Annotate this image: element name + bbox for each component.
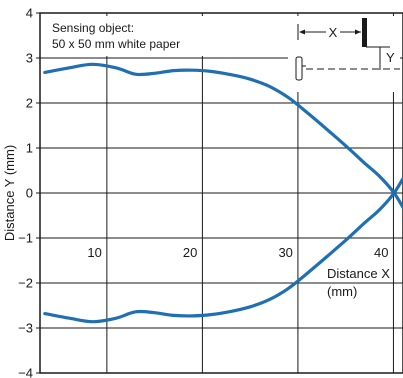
- y-tick-label: −2: [18, 276, 33, 291]
- x-tick-label: 40: [374, 245, 388, 260]
- x-axis-label: Distance X: [327, 266, 390, 281]
- x-tick-label: 20: [183, 245, 197, 260]
- sensor-icon: [295, 56, 303, 81]
- annotation-background: [46, 16, 244, 56]
- sensor-diagram-background: [288, 16, 400, 92]
- target-paper-icon: [362, 18, 367, 47]
- y-tick-label: −4: [18, 366, 33, 378]
- y-tick-label: −3: [18, 321, 33, 336]
- x-tick-labels: 10 20 30 40: [87, 245, 388, 260]
- sensor-diagram: X Y: [288, 16, 400, 92]
- annotation-line-2: 50 x 50 mm white paper: [52, 37, 180, 51]
- x-dimension-arrow-left-icon: [299, 29, 305, 35]
- annotation-line-1: Sensing object:: [52, 21, 134, 35]
- y-axis-label: Distance Y (mm): [2, 145, 17, 241]
- y-tick-labels: 4 3 2 1 0 −1 −2 −3 −4: [18, 6, 33, 378]
- y-tick-label: −1: [18, 231, 33, 246]
- series: [43, 62, 403, 324]
- x-tick-label: 30: [278, 245, 292, 260]
- x-tick-label: 10: [87, 245, 101, 260]
- series-line-2: [43, 177, 403, 324]
- x-dimension-arrow-right-icon: [355, 29, 361, 35]
- series-line-1: [43, 62, 403, 209]
- y-tick-label: 2: [26, 96, 33, 111]
- x-axis-unit: (mm): [327, 284, 357, 299]
- y-dimension-label: Y: [386, 50, 395, 65]
- x-dimension-label: X: [329, 25, 338, 40]
- y-tick-label: 1: [26, 141, 33, 156]
- y-tick-label: 3: [26, 51, 33, 66]
- y-tick-label: 0: [26, 186, 33, 201]
- y-tick-label: 4: [26, 6, 33, 21]
- plot-frame: [39, 12, 403, 374]
